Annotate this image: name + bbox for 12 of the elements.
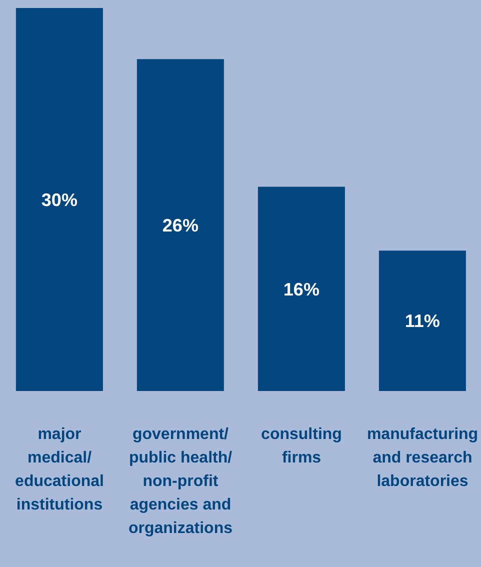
- x-tick-label: manufacturing and research laboratories: [366, 426, 478, 490]
- data-label: 11%: [404, 311, 440, 332]
- x-tick-label: consulting firms: [261, 426, 342, 466]
- x-tick-label: major medical/ educational institutions: [15, 426, 104, 514]
- data-label: 26%: [162, 215, 198, 236]
- data-label: 16%: [283, 279, 320, 300]
- bar: [16, 8, 103, 391]
- data-label: 30%: [41, 190, 78, 210]
- bar: [258, 186, 345, 391]
- bar: [378, 250, 466, 391]
- bar: [136, 59, 224, 391]
- x-tick-label: government/ public health/ non-profit agencies and organizations: [128, 426, 233, 537]
